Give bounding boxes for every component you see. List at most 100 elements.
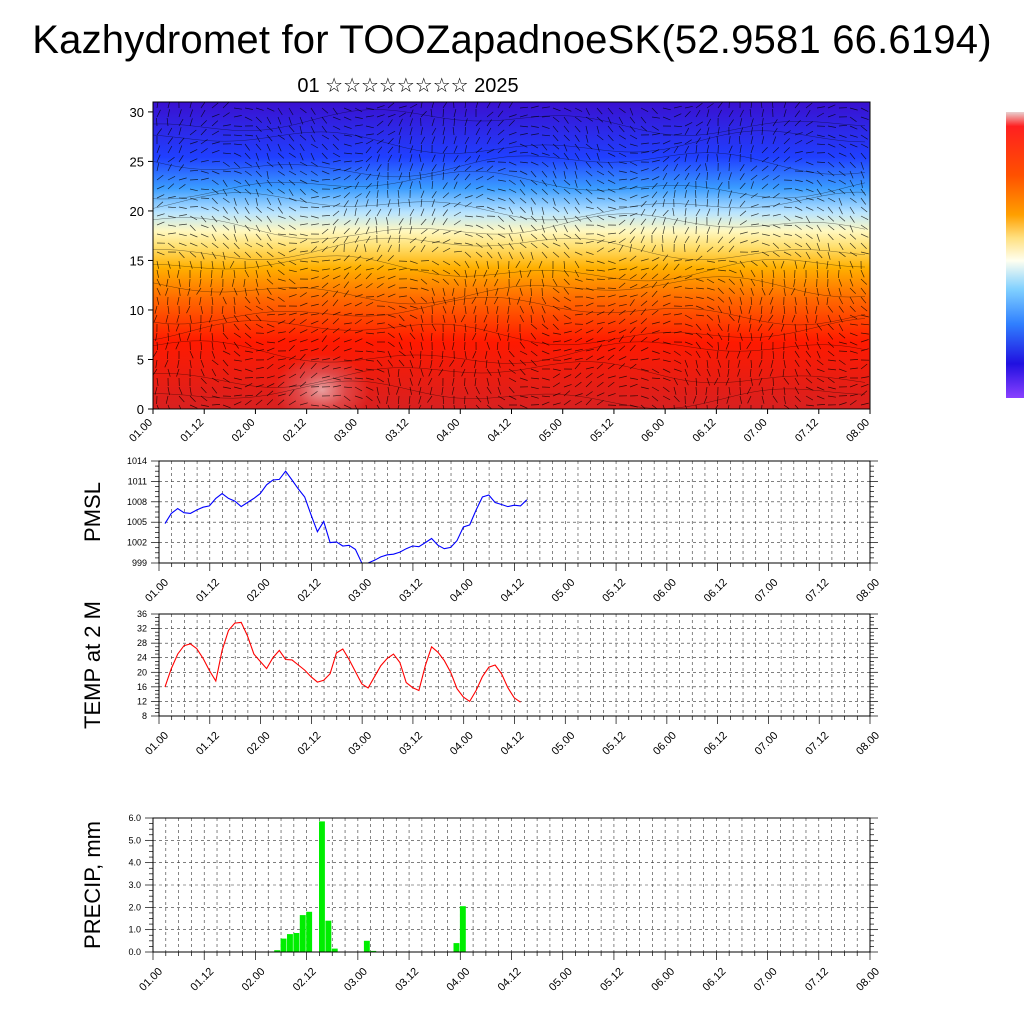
wind-arrow: [288, 355, 296, 361]
wind-arrow: [772, 260, 777, 269]
wind-arrow: [387, 244, 392, 253]
wind-arrow: [354, 273, 362, 280]
wind-arrow: [186, 332, 191, 341]
wind-arrow: [552, 233, 558, 242]
wind-arrow: [266, 323, 275, 328]
wind-arrow: [343, 125, 352, 129]
wind-arrow: [768, 314, 774, 322]
wind-arrow: [266, 329, 275, 334]
wind-arrow: [673, 105, 682, 109]
wind-arrow: [321, 365, 330, 370]
wind-arrow: [794, 251, 802, 258]
wind-arrow: [475, 147, 483, 154]
wind-arrow: [453, 155, 459, 163]
wind-arrow: [442, 269, 451, 275]
wind-arrow: [750, 359, 753, 369]
wind-arrow: [651, 273, 659, 280]
wind-arrow: [222, 161, 230, 167]
wind-arrow: [849, 161, 856, 168]
wind-arrow: [442, 218, 448, 226]
wind-arrow: [452, 332, 455, 342]
wind-arrow: [255, 296, 261, 305]
wind-arrow: [783, 377, 790, 385]
wind-arrow: [244, 179, 251, 187]
y-tick-label: 0.0: [128, 947, 141, 957]
wind-arrow: [451, 386, 455, 395]
wind-arrow: [827, 377, 835, 383]
wind-arrow: [200, 139, 208, 145]
wind-arrow: [176, 314, 180, 323]
wind-arrow: [618, 273, 626, 280]
wind-arrow: [530, 332, 537, 340]
wind-arrow: [332, 107, 338, 115]
wind-arrow: [768, 287, 774, 296]
wind-arrow: [803, 260, 807, 269]
wind-arrow: [332, 134, 340, 141]
wind-arrow: [189, 242, 198, 247]
wind-arrow: [805, 121, 813, 127]
wind-arrow: [640, 291, 648, 298]
wind-arrow: [508, 161, 517, 166]
wind-arrow: [409, 260, 418, 264]
wind-arrow: [794, 377, 800, 386]
wind-arrow: [387, 102, 395, 109]
wind-arrow: [475, 127, 481, 136]
wind-arrow: [321, 215, 331, 217]
wind-arrow: [725, 350, 730, 359]
wind-arrow: [332, 195, 341, 199]
wind-arrow: [519, 287, 523, 296]
wind-arrow: [310, 215, 319, 219]
wind-arrow: [189, 350, 194, 359]
wind-arrow: [486, 149, 495, 154]
wind-arrow: [486, 368, 492, 376]
wind-arrow: [255, 152, 260, 161]
wind-arrow: [607, 381, 615, 388]
wind-arrow: [758, 377, 763, 386]
wind-arrow: [420, 287, 429, 291]
wind-arrow: [255, 341, 264, 346]
wind-arrow: [849, 125, 858, 130]
wind-arrow: [442, 163, 445, 172]
wind-arrow: [860, 107, 869, 112]
wind-arrow: [574, 197, 580, 205]
wind-arrow: [243, 278, 246, 287]
wind-arrow: [618, 345, 626, 352]
wind-arrow: [761, 214, 770, 217]
wind-arrow: [398, 172, 403, 181]
wind-arrow: [409, 217, 412, 226]
isoline: [153, 191, 866, 221]
wind-arrow: [860, 278, 868, 285]
wind-arrow: [288, 170, 297, 176]
wind-arrow: [486, 127, 492, 136]
wind-arrow: [222, 359, 229, 367]
wind-arrow: [178, 278, 181, 287]
wind-arrow: [321, 274, 330, 280]
wind-arrow: [387, 275, 396, 280]
x-tick-label: 07.00: [753, 577, 781, 605]
wind-arrow: [705, 386, 708, 395]
wind-arrow: [574, 313, 583, 316]
wind-arrow: [486, 386, 492, 394]
y-tick-label: 0: [137, 402, 144, 417]
wind-arrow: [684, 341, 693, 346]
wind-arrow: [430, 359, 433, 368]
wind-arrow: [838, 124, 848, 127]
wind-arrow: [321, 358, 330, 361]
wind-arrow: [629, 134, 638, 140]
wind-arrow: [651, 309, 659, 316]
wind-arrow: [288, 107, 294, 116]
wind-arrow: [574, 134, 580, 142]
wind-arrow: [640, 208, 646, 217]
wind-arrow: [156, 377, 159, 386]
wind-arrow: [244, 341, 252, 348]
wind-arrow: [519, 305, 524, 314]
wind-arrow: [310, 196, 319, 199]
wind-arrow: [519, 314, 525, 323]
wind-arrow: [398, 105, 407, 109]
wind-arrow: [165, 314, 169, 323]
wind-arrow: [640, 300, 648, 307]
wind-arrow: [199, 323, 202, 332]
wind-arrow: [233, 197, 237, 206]
wind-arrow: [453, 136, 457, 145]
wind-arrow: [244, 152, 251, 160]
